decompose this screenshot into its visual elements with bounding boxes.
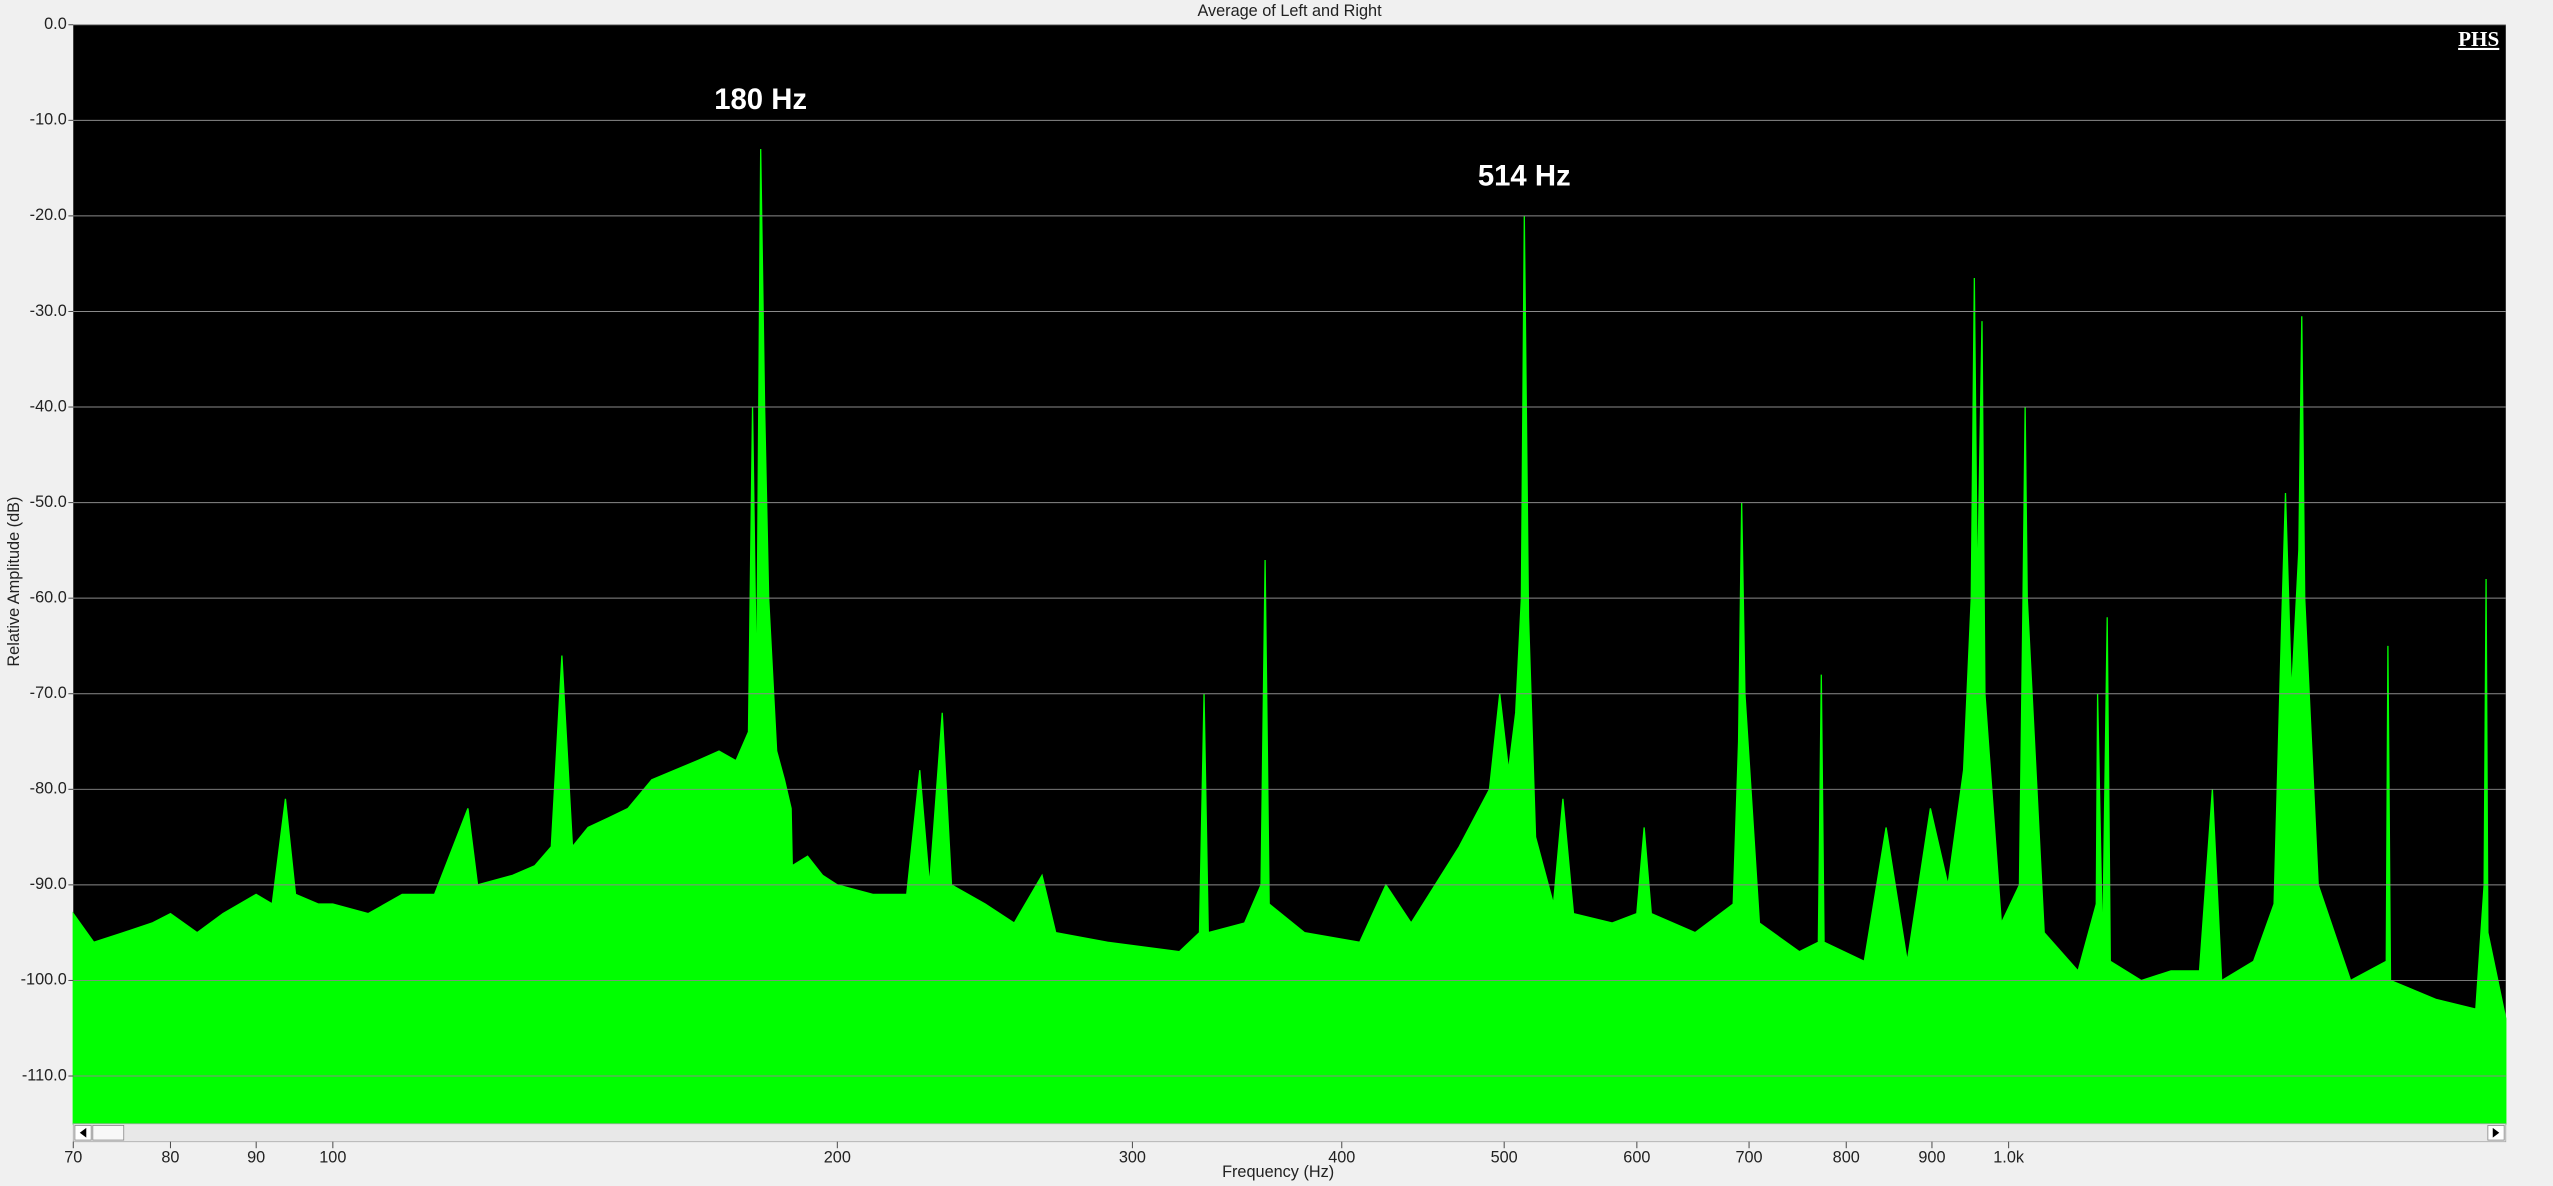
annotation: 514 Hz [1478,159,1571,192]
x-tick-label: 500 [1491,1148,1518,1166]
x-axis-label: Frequency (Hz) [1222,1163,1334,1181]
x-tick-label: 80 [161,1148,179,1166]
x-tick-label: 70 [64,1148,82,1166]
x-tick-label: 100 [319,1148,346,1166]
chart-title: Average of Left and Right [1197,2,1382,20]
y-tick-label: -20.0 [30,206,67,224]
scrollbar[interactable] [72,1123,2507,1143]
annotation: 180 Hz [714,83,807,116]
logo: PHS [2458,27,2499,51]
y-tick-label: -50.0 [30,493,67,511]
y-tick-label: 0.0 [44,15,67,33]
x-tick-label: 800 [1833,1148,1860,1166]
y-tick-label: -110.0 [22,1066,67,1084]
y-tick-label: -80.0 [30,780,67,798]
x-tick-label: 400 [1328,1148,1355,1166]
scroll-left-arrow [79,1127,87,1138]
y-tick-label: -10.0 [30,111,67,129]
spectrum-area [72,148,2507,1125]
y-tick-label: -70.0 [30,684,67,702]
x-tick-label: 900 [1918,1148,1945,1166]
x-tick-label: 300 [1119,1148,1146,1166]
x-tick-label: 200 [824,1148,851,1166]
y-tick-label: -30.0 [30,302,67,320]
scroll-thumb[interactable] [92,1125,125,1141]
y-tick-label: -40.0 [30,397,67,415]
scroll-right-arrow [2492,1127,2500,1138]
y-tick-label: -100.0 [21,971,67,989]
x-tick-label: 1.0k [1993,1148,2025,1166]
y-tick-label: -60.0 [30,588,67,606]
x-tick-label: 600 [1623,1148,1650,1166]
scroll-track [72,1123,2507,1143]
x-tick-label: 90 [247,1148,265,1166]
y-axis-label: Relative Amplitude (dB) [5,497,23,667]
y-tick-label: -90.0 [30,875,67,893]
x-tick-label: 700 [1735,1148,1762,1166]
